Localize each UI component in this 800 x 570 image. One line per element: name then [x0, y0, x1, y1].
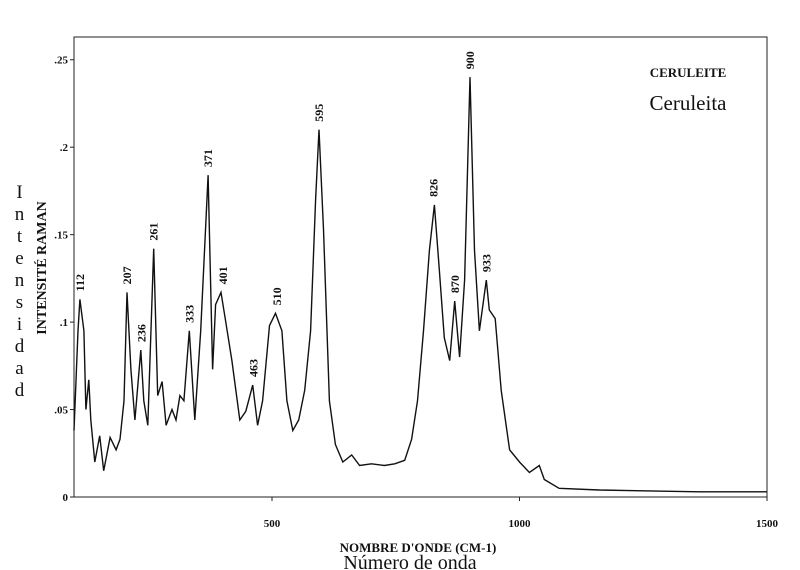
peak-label: 371 [201, 149, 215, 167]
peak-label: 595 [312, 104, 326, 122]
x-axis-label-secondary: Número de onda [343, 552, 476, 570]
x-tick-label: 1000 [509, 518, 532, 530]
spectrum-line [73, 77, 767, 493]
peak-label: 510 [270, 287, 284, 305]
x-axis-label: NOMBRE D'ONDE (CM-1) [340, 540, 497, 555]
peak-label: 261 [147, 223, 161, 241]
peak-label: 207 [120, 266, 134, 284]
peak-label: 112 [73, 274, 87, 291]
y-axis-label-secondary: Intensidad [9, 182, 30, 402]
y-tick-label: .05 [54, 405, 68, 417]
peak-label: 826 [426, 179, 440, 197]
peak-label: 933 [479, 254, 493, 272]
x-tick-label: 500 [264, 518, 281, 530]
peak-label: 900 [463, 51, 477, 69]
y-axis-label: INTENSITÉ RAMAN [33, 201, 50, 334]
y-tick-label: .15 [54, 230, 68, 242]
peak-label: 333 [182, 305, 196, 323]
y-tick-label: 0 [63, 492, 69, 504]
chart-subtitle: Ceruleita [650, 91, 728, 115]
y-tick-label: .1 [60, 317, 68, 329]
plot-frame [73, 36, 768, 498]
y-tick-label: .25 [54, 55, 68, 67]
y-tick-label: .2 [60, 142, 69, 154]
chart-title: CERULEITE [650, 65, 727, 80]
x-tick-label: 1500 [756, 518, 779, 530]
peak-label: 463 [247, 359, 261, 377]
peak-label: 236 [134, 324, 148, 342]
peak-label: 870 [448, 275, 462, 293]
peak-label: 401 [216, 266, 230, 284]
